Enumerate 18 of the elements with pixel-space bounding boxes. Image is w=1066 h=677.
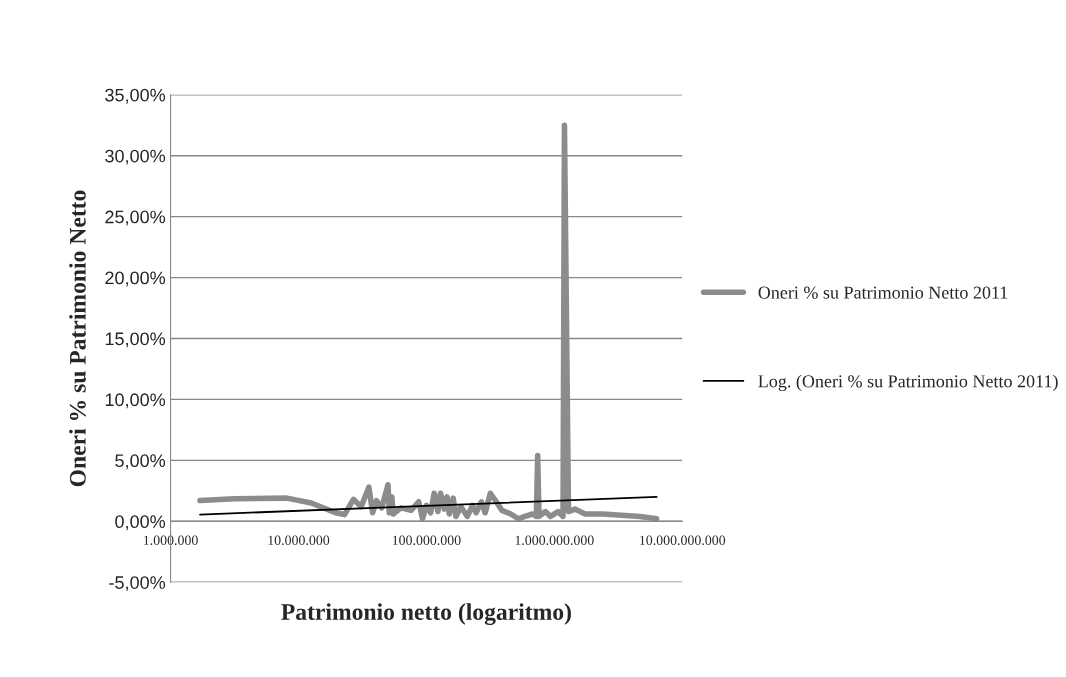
legend-label: Log. (Oneri % su Patrimonio Netto 2011)	[758, 374, 1058, 392]
y-tick-label: 15,00%	[105, 332, 166, 348]
x-tick-label: 10.000.000.000	[640, 535, 726, 546]
y-tick-label: 25,00%	[105, 210, 166, 226]
legend-label: Oneri % su Patrimonio Netto 2011	[758, 286, 1008, 299]
x-tick-label: 10.000.000	[268, 535, 330, 546]
y-tick-label: -5,00%	[109, 576, 166, 592]
x-tick-label: 1.000.000	[144, 535, 198, 546]
y-tick-label: 30,00%	[105, 149, 166, 165]
x-tick-label: 100.000.000	[392, 535, 461, 546]
x-tick-label: 1.000.000.000	[515, 535, 594, 546]
x-axis-title: Patrimonio netto (logaritmo)	[281, 603, 571, 625]
y-tick-label: 5,00%	[115, 454, 166, 470]
y-tick-label: 20,00%	[105, 271, 166, 287]
y-axis-title: Oneri % su Patrimonio Netto	[69, 190, 86, 487]
y-tick-label: 10,00%	[105, 393, 166, 409]
y-tick-label: 0,00%	[115, 515, 166, 531]
y-tick-label: 35,00%	[105, 88, 166, 104]
